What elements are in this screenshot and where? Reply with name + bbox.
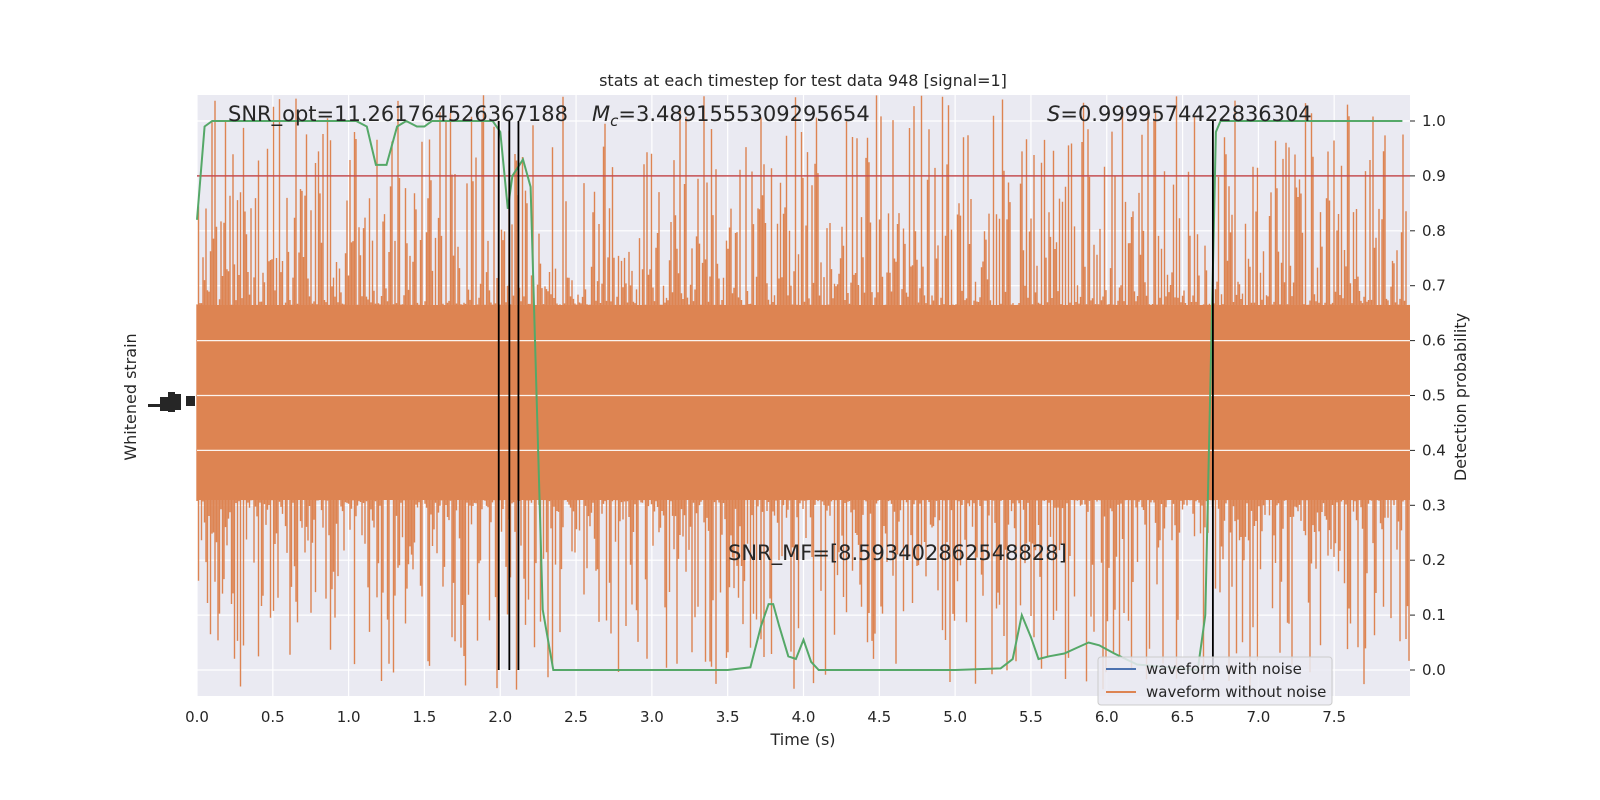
y-tick-label: 0.7 xyxy=(1422,277,1446,295)
x-tick-label: 0.0 xyxy=(185,708,209,726)
y-tick-label: 1.0 xyxy=(1422,112,1446,130)
y-tick-label: 0.3 xyxy=(1422,496,1446,514)
legend-box xyxy=(1097,656,1333,706)
x-tick-label: 4.0 xyxy=(792,708,816,726)
mc-sub: c xyxy=(610,112,619,130)
x-tick-label: 2.0 xyxy=(488,708,512,726)
y-axis-label-right: Detection probability xyxy=(1451,313,1470,481)
x-tick-label: 5.0 xyxy=(943,708,967,726)
s-symbol: S xyxy=(1047,102,1060,126)
y-tick-label: 0.1 xyxy=(1422,606,1446,624)
x-tick-label: 2.5 xyxy=(564,708,588,726)
legend-entry-without-noise: waveform without noise xyxy=(1146,683,1326,701)
x-axis-label: Time (s) xyxy=(769,730,835,749)
y-tick-label: 0.2 xyxy=(1422,551,1446,569)
y-tick-label: 0.8 xyxy=(1422,222,1446,240)
x-tick-labels: 0.0 0.5 1.0 1.5 2.0 2.5 3.0 3.5 4.0 4.5 5.0 5.5 6.0 6… xyxy=(185,708,1346,726)
chart-title: stats at each timestep for test data 948… xyxy=(599,71,1007,90)
y-tick-label: 0.6 xyxy=(1422,332,1446,350)
mc-value: =3.4891555309295654 xyxy=(618,102,869,126)
x-tick-label: 6.5 xyxy=(1171,708,1195,726)
annotation-s: S=0.9999574422836304 xyxy=(1047,102,1312,126)
x-tick-label: 3.5 xyxy=(716,708,740,726)
x-tick-label: 7.5 xyxy=(1322,708,1346,726)
s-value: =0.9999574422836304 xyxy=(1060,102,1311,126)
x-tick-label: 5.5 xyxy=(1019,708,1043,726)
y-tick-label: 0.9 xyxy=(1422,167,1446,185)
annotation-mc: Mc=3.4891555309295654 xyxy=(592,102,870,130)
y-tick-label: 0.4 xyxy=(1422,441,1446,459)
annotation-snr-opt: SNR_opt=11.261764526367188 xyxy=(228,102,568,127)
annotation-snr-mf: SNR_MF=[8.593402862548828] xyxy=(728,541,1067,566)
legend: waveform with noise waveform without noi… xyxy=(1097,656,1333,706)
detection-markers xyxy=(497,121,1214,670)
legend-entry-with-noise: waveform with noise xyxy=(1146,660,1302,678)
x-tick-label: 3.0 xyxy=(640,708,664,726)
waveform-core xyxy=(197,305,1410,500)
y-tick-labels-right: 0.0 0.1 0.2 0.3 0.4 0.5 0.6 0.7 0.8 0.9 1.0 xyxy=(1410,112,1446,679)
x-tick-label: 1.0 xyxy=(337,708,361,726)
y-axis-label-left: Whitened strain xyxy=(121,333,140,460)
left-axis-ticks xyxy=(148,392,195,412)
x-tick-label: 0.5 xyxy=(261,708,285,726)
y-tick-label: 0.5 xyxy=(1422,387,1446,405)
mc-symbol: M xyxy=(592,102,610,126)
y-tick-label: 0.0 xyxy=(1422,661,1446,679)
x-tick-label: 4.5 xyxy=(867,708,891,726)
x-tick-label: 1.5 xyxy=(413,708,437,726)
x-tick-label: 6.0 xyxy=(1095,708,1119,726)
x-tick-label: 7.0 xyxy=(1246,708,1270,726)
